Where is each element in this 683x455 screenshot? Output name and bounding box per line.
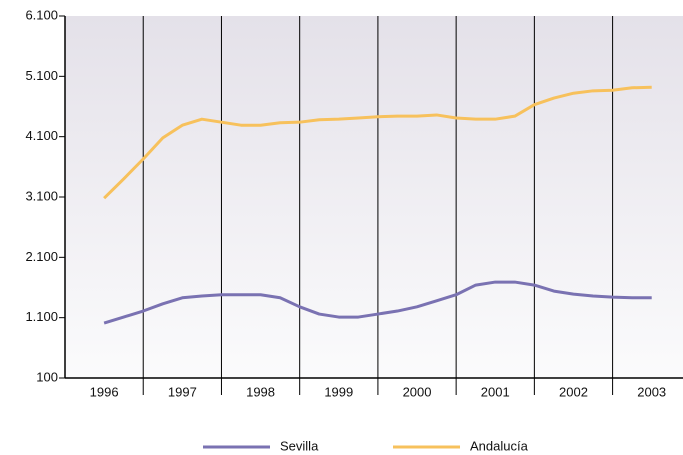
series-line [103, 85, 652, 200]
series-line [103, 280, 652, 325]
y-tick-label: 5.100 [25, 68, 58, 83]
x-tick-label: 1999 [324, 384, 353, 399]
y-tick-label: 2.100 [25, 249, 58, 264]
y-tick-label: 4.100 [25, 128, 58, 143]
x-tick-label: 2002 [559, 384, 588, 399]
x-tick-label: 2003 [637, 384, 666, 399]
y-tick-label: 6.100 [25, 7, 58, 22]
y-tick-label: 1.100 [25, 309, 58, 324]
legend-label: Andalucía [470, 438, 529, 453]
x-tick-label: 2001 [481, 384, 510, 399]
plot-area [65, 16, 683, 378]
x-tick-label: 1996 [90, 384, 119, 399]
y-tick-label: 100 [36, 369, 58, 384]
legend-label: Sevilla [280, 438, 319, 453]
y-tick-label: 3.100 [25, 188, 58, 203]
x-tick-label: 1998 [246, 384, 275, 399]
x-tick-label: 2000 [403, 384, 432, 399]
x-tick-label: 1997 [168, 384, 197, 399]
